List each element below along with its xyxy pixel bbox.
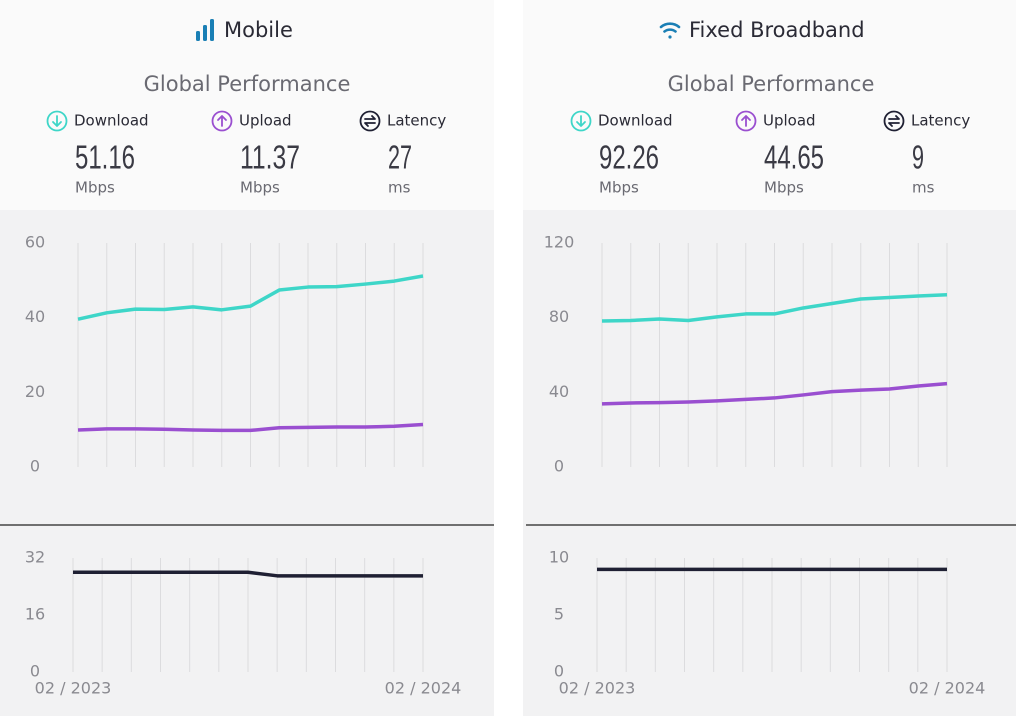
icon-arrow xyxy=(741,115,751,127)
panel-title: Fixed Broadband xyxy=(689,18,865,42)
metric-value: 9 xyxy=(912,139,924,176)
legend-label: Upload xyxy=(239,112,292,130)
x-tick-label: 02 / 2023 xyxy=(35,679,112,698)
series-line xyxy=(601,381,948,406)
mobile-icon xyxy=(196,19,214,41)
y-tick-label: 40 xyxy=(549,382,569,401)
legend-icon xyxy=(570,110,592,132)
panel-subtitle: Global Performance xyxy=(668,72,875,96)
metric-unit: Mbps xyxy=(75,179,115,197)
legend-label: Download xyxy=(598,112,673,130)
legend-label: Latency xyxy=(387,112,446,130)
legend-label: Download xyxy=(74,112,149,130)
chart-bg xyxy=(0,210,494,716)
x-tick-label: 02 / 2024 xyxy=(909,679,986,698)
icon-arrow xyxy=(576,115,586,127)
series-line xyxy=(77,422,424,433)
series-line xyxy=(77,274,424,321)
metric-unit: Mbps xyxy=(599,179,639,197)
y-tick-label: 120 xyxy=(544,233,575,252)
y-tick-label: 40 xyxy=(25,307,45,326)
icon-arrow xyxy=(52,115,62,127)
y-tick-label: 0 xyxy=(554,457,564,476)
legend-label: Upload xyxy=(763,112,816,130)
metric-unit: Mbps xyxy=(764,179,804,197)
metric-unit: Mbps xyxy=(240,179,280,197)
panel-subtitle: Global Performance xyxy=(144,72,351,96)
legend-icon xyxy=(359,110,381,132)
icon-arrow xyxy=(364,115,376,127)
y-tick-label: 10 xyxy=(549,548,569,567)
series-line xyxy=(73,570,423,578)
metric-value: 27 xyxy=(388,139,412,176)
y-tick-label: 0 xyxy=(554,662,564,681)
legend-icon xyxy=(46,110,68,132)
icon-ring xyxy=(46,110,68,132)
icon-ring xyxy=(359,110,381,132)
series-line xyxy=(601,293,948,323)
x-tick-label: 02 / 2023 xyxy=(559,679,636,698)
metric-value: 92.26 xyxy=(599,139,659,176)
x-tick-label: 02 / 2024 xyxy=(385,679,462,698)
legend-icon xyxy=(735,110,757,132)
metric-value: 11.37 xyxy=(240,139,300,176)
panel-title: Mobile xyxy=(224,18,293,42)
legend-label: Latency xyxy=(911,112,970,130)
metric-unit: ms xyxy=(912,179,935,197)
icon-ring xyxy=(883,110,905,132)
y-tick-label: 0 xyxy=(30,662,40,681)
wifi-icon xyxy=(659,22,681,39)
y-tick-label: 16 xyxy=(25,605,45,624)
y-tick-label: 60 xyxy=(25,233,45,252)
metric-unit: ms xyxy=(388,179,411,197)
y-tick-label: 32 xyxy=(25,548,45,567)
icon-ring xyxy=(570,110,592,132)
y-tick-label: 0 xyxy=(30,457,40,476)
y-tick-label: 5 xyxy=(554,605,564,624)
y-tick-label: 20 xyxy=(25,382,45,401)
metric-value: 44.65 xyxy=(764,139,824,176)
icon-arrow xyxy=(888,115,900,127)
legend-icon xyxy=(211,110,233,132)
icon-ring xyxy=(735,110,757,132)
y-tick-label: 80 xyxy=(549,307,569,326)
metric-value: 51.16 xyxy=(75,139,135,176)
icon-arrow xyxy=(217,115,227,127)
icon-ring xyxy=(211,110,233,132)
legend-icon xyxy=(883,110,905,132)
